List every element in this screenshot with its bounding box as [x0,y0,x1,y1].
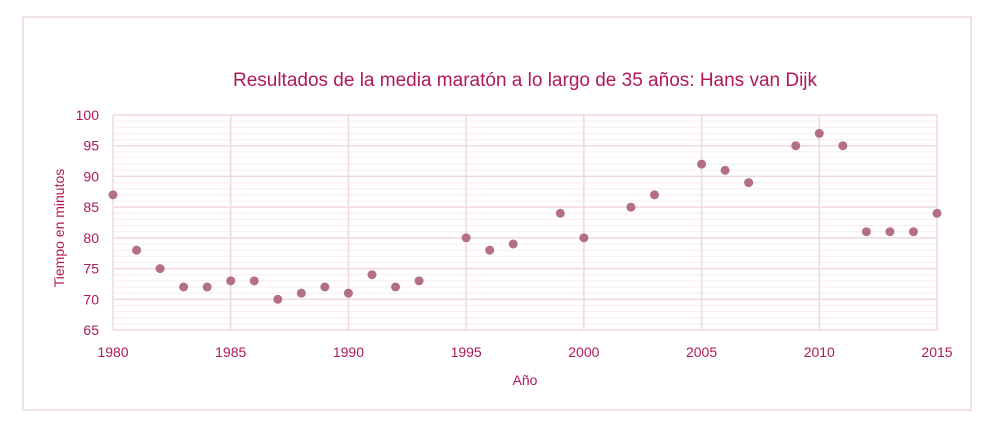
x-tick-label: 2000 [568,344,599,360]
x-tick-label: 1985 [215,344,246,360]
y-tick-label: 70 [83,291,99,307]
data-point [108,190,118,200]
data-point [132,245,142,255]
x-tick-label: 2015 [921,344,952,360]
data-point [485,245,495,255]
data-point [861,227,871,237]
data-point [579,233,589,243]
data-point [320,282,330,292]
data-point [838,141,848,151]
x-axis-label: Año [513,372,538,388]
y-tick-label: 90 [83,168,99,184]
data-point [249,276,259,286]
points-layer [108,128,942,304]
data-point [555,208,565,218]
chart-title: Resultados de la media maratón a lo larg… [233,70,818,91]
data-point [391,282,401,292]
data-point [791,141,801,151]
x-tick-label: 1990 [333,344,364,360]
y-tick-label: 95 [83,138,99,154]
data-point [202,282,212,292]
y-tick-label: 85 [83,199,99,215]
data-point [744,178,754,188]
data-point [814,128,824,138]
x-tick-label: 1995 [451,344,482,360]
data-point [885,227,895,237]
x-tick-label: 2010 [804,344,835,360]
y-tick-label: 65 [83,322,99,338]
data-point [720,165,730,175]
data-point [414,276,424,286]
data-point [343,288,353,298]
grid-layer [112,114,938,331]
data-point [296,288,306,298]
data-point [273,294,283,304]
y-tick-label: 100 [76,107,100,123]
data-point [226,276,236,286]
data-point [649,190,659,200]
data-point [626,202,636,212]
data-point [508,239,518,249]
y-tick-label: 75 [83,261,99,277]
data-point [908,227,918,237]
data-point [367,270,377,280]
x-tick-label: 2005 [686,344,717,360]
y-axis-label: Tiempo en minutos [51,169,67,288]
data-point [697,159,707,169]
data-point [155,264,165,274]
data-point [932,208,942,218]
y-tick-label: 80 [83,230,99,246]
data-point [179,282,189,292]
axis-layer: 65 70 75 80 85 90 95 100 1980 1985 1990 1995 2000 200… [76,107,953,360]
data-point [461,233,471,243]
x-tick-label: 1980 [97,344,128,360]
